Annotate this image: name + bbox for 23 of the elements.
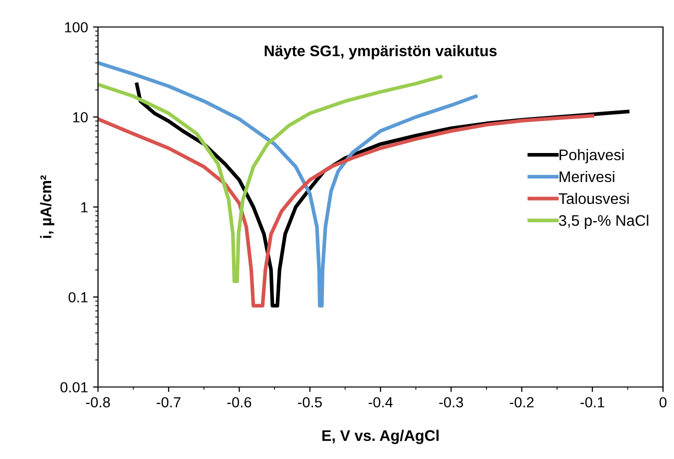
x-tick-label: -0.6	[227, 397, 252, 408]
x-tick-label: 0	[660, 397, 666, 408]
x-axis-title: E, V vs. Ag/AgCl	[322, 430, 439, 444]
line-series	[98, 74, 442, 283]
line-series	[98, 61, 478, 308]
x-tick-label: -0.3	[439, 397, 464, 408]
y-tick-label: 0.01	[60, 382, 88, 392]
x-tick-label: -0.2	[510, 397, 534, 408]
x-tick-label: -0.7	[156, 397, 180, 408]
x-tick-label: -0.1	[580, 397, 604, 408]
x-tick-label: -0.8	[86, 397, 110, 408]
y-axis-title: i, µA/cm²	[40, 175, 54, 238]
y-tick-label: 10	[73, 112, 88, 122]
legend-label: Merivesi	[560, 170, 614, 182]
x-tick-label: -0.4	[368, 397, 393, 408]
x-tick-label: -0.5	[298, 397, 322, 408]
legend-label: 3,5 p-% NaCl	[558, 214, 648, 229]
legend-label: Talousvesi	[558, 192, 629, 204]
legend-label: Pohjavesi	[560, 149, 624, 164]
y-tick-label: 100	[65, 22, 88, 32]
text: Näyte SG1, ympäristön vaikutus	[264, 45, 497, 60]
y-tick-label: 1	[81, 202, 88, 212]
y-tick-label: 0.1	[68, 292, 88, 302]
